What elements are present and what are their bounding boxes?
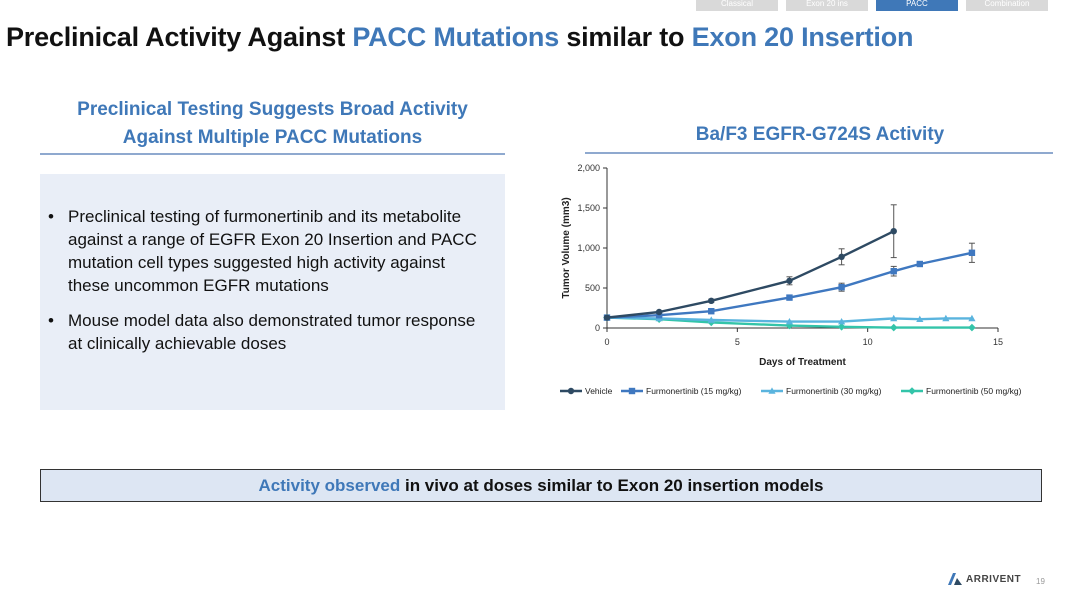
- series-line: [606, 230, 895, 319]
- data-point: [786, 294, 793, 301]
- legend-marker: [768, 387, 776, 394]
- data-point: [889, 323, 898, 332]
- title-part-3: similar to: [559, 22, 692, 52]
- x-axis-label: Days of Treatment: [759, 357, 846, 368]
- legend-label: Furmonertinib (30 mg/kg): [786, 386, 882, 396]
- callout-text: in vivo at doses similar to Exon 20 inse…: [400, 476, 824, 495]
- data-point: [942, 314, 950, 322]
- data-point: [838, 318, 846, 325]
- callout-banner: Activity observed in vivo at doses simil…: [40, 469, 1042, 502]
- bullet-item: • Mouse model data also demonstrated tumo…: [46, 309, 486, 355]
- y-tick-label: 2,000: [577, 163, 600, 173]
- data-point: [916, 260, 923, 268]
- legend-marker: [628, 387, 636, 395]
- legend-marker: [908, 387, 916, 395]
- data-point: [837, 323, 846, 331]
- bullet-panel: [40, 174, 505, 410]
- data-point: [890, 268, 897, 275]
- data-point: [968, 249, 976, 256]
- bullet-list: • Preclinical testing of furmonertinib an…: [46, 205, 486, 367]
- y-axis-label: Tumor Volume (mm3): [561, 197, 572, 298]
- data-point: [838, 284, 845, 291]
- section-nav: Classical Exon 20 ins PACC Combination: [696, 0, 1048, 11]
- arrivent-logo: ARRIVENT: [948, 573, 1021, 585]
- data-point: [968, 314, 976, 322]
- title-part-1: Preclinical Activity Against: [6, 22, 353, 52]
- bullet-item: • Preclinical testing of furmonertinib an…: [46, 205, 486, 297]
- data-point: [916, 315, 924, 322]
- nav-tab-classical[interactable]: Classical: [696, 0, 778, 11]
- y-tick-label: 1,000: [577, 243, 600, 253]
- title-highlight-pacc: PACC Mutations: [352, 22, 560, 52]
- data-point: [655, 308, 663, 316]
- title-highlight-exon20: Exon 20 Insertion: [691, 22, 914, 52]
- data-point: [707, 316, 715, 323]
- chart-heading: Ba/F3 EGFR-G724S Activity: [695, 124, 945, 145]
- tumor-volume-chart: 0 500 1,000 1,500 2,000 0 5 10 15 Days of Treatme…: [560, 163, 1022, 396]
- bullet-text: Preclinical testing of furmonertinib and…: [68, 207, 477, 295]
- left-heading: Preclinical Testing Suggests Broad Activ…: [40, 96, 505, 152]
- data-point: [968, 323, 976, 332]
- data-point: [786, 277, 793, 284]
- legend-marker: [567, 387, 575, 395]
- page-number: 19: [1036, 577, 1045, 586]
- nav-tab-exon20[interactable]: Exon 20 ins: [786, 0, 868, 11]
- data-point: [890, 314, 898, 322]
- x-tick-label: 15: [993, 337, 1003, 347]
- bullet-dot-icon: •: [48, 311, 54, 330]
- y-tick-label: 1,500: [577, 203, 600, 213]
- x-tick-label: 5: [735, 337, 740, 347]
- data-point: [655, 312, 663, 319]
- slide-title: Preclinical Activity Against PACC Mutati…: [6, 22, 914, 53]
- y-tick-label: 0: [595, 323, 600, 333]
- x-tick-label: 10: [863, 337, 873, 347]
- data-point: [838, 253, 845, 260]
- data-point: [890, 228, 897, 235]
- nav-tab-pacc[interactable]: PACC: [876, 0, 958, 11]
- y-tick-label: 500: [585, 283, 600, 293]
- right-divider: [585, 152, 1053, 154]
- nav-tab-combination[interactable]: Combination: [966, 0, 1048, 11]
- legend-label: Furmonertinib (50 mg/kg): [926, 386, 1022, 396]
- legend-label: Furmonertinib (15 mg/kg): [646, 386, 742, 396]
- callout-highlight: Activity observed: [258, 476, 401, 495]
- series-line: [606, 251, 973, 319]
- left-heading-line-1: Preclinical Testing Suggests Broad Activ…: [77, 99, 468, 120]
- data-point: [785, 318, 794, 325]
- data-point: [708, 308, 715, 315]
- legend-label: Vehicle: [585, 386, 613, 396]
- data-point: [603, 314, 611, 321]
- left-heading-line-2: Against Multiple PACC Mutations: [122, 127, 423, 148]
- left-divider: [40, 153, 505, 155]
- bullet-dot-icon: •: [48, 207, 54, 226]
- arrivent-logo-icon: [948, 573, 962, 585]
- data-point: [708, 297, 715, 304]
- x-tick-label: 0: [604, 337, 609, 347]
- bullet-text: Mouse model data also demonstrated tumor…: [68, 311, 476, 353]
- logo-text: ARRIVENT: [966, 573, 1022, 585]
